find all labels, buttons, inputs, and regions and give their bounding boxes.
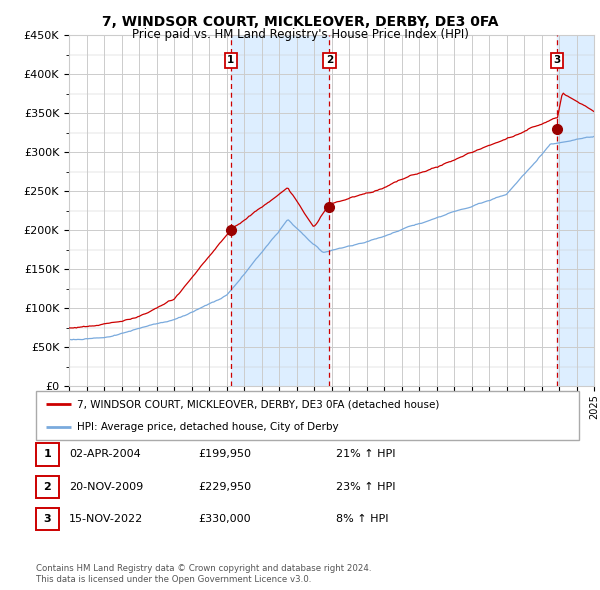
Text: 7, WINDSOR COURT, MICKLEOVER, DERBY, DE3 0FA: 7, WINDSOR COURT, MICKLEOVER, DERBY, DE3… — [102, 15, 498, 30]
Text: Contains HM Land Registry data © Crown copyright and database right 2024.: Contains HM Land Registry data © Crown c… — [36, 565, 371, 573]
Text: Price paid vs. HM Land Registry's House Price Index (HPI): Price paid vs. HM Land Registry's House … — [131, 28, 469, 41]
Text: 7, WINDSOR COURT, MICKLEOVER, DERBY, DE3 0FA (detached house): 7, WINDSOR COURT, MICKLEOVER, DERBY, DE3… — [77, 399, 439, 409]
Bar — [557, 35, 600, 386]
Text: 02-APR-2004: 02-APR-2004 — [69, 450, 141, 459]
Text: 3: 3 — [553, 55, 560, 65]
Text: 2: 2 — [44, 482, 51, 491]
Text: 21% ↑ HPI: 21% ↑ HPI — [336, 450, 395, 459]
Text: £199,950: £199,950 — [198, 450, 251, 459]
Text: 20-NOV-2009: 20-NOV-2009 — [69, 482, 143, 491]
Text: 2: 2 — [326, 55, 333, 65]
Text: 15-NOV-2022: 15-NOV-2022 — [69, 514, 143, 524]
Text: £229,950: £229,950 — [198, 482, 251, 491]
Text: 8% ↑ HPI: 8% ↑ HPI — [336, 514, 389, 524]
Text: 3: 3 — [44, 514, 51, 524]
Text: This data is licensed under the Open Government Licence v3.0.: This data is licensed under the Open Gov… — [36, 575, 311, 584]
Text: 23% ↑ HPI: 23% ↑ HPI — [336, 482, 395, 491]
Text: £330,000: £330,000 — [198, 514, 251, 524]
Text: 1: 1 — [44, 450, 51, 459]
Bar — [231, 35, 329, 386]
Text: HPI: Average price, detached house, City of Derby: HPI: Average price, detached house, City… — [77, 422, 338, 432]
Text: 1: 1 — [227, 55, 235, 65]
FancyBboxPatch shape — [36, 391, 579, 440]
